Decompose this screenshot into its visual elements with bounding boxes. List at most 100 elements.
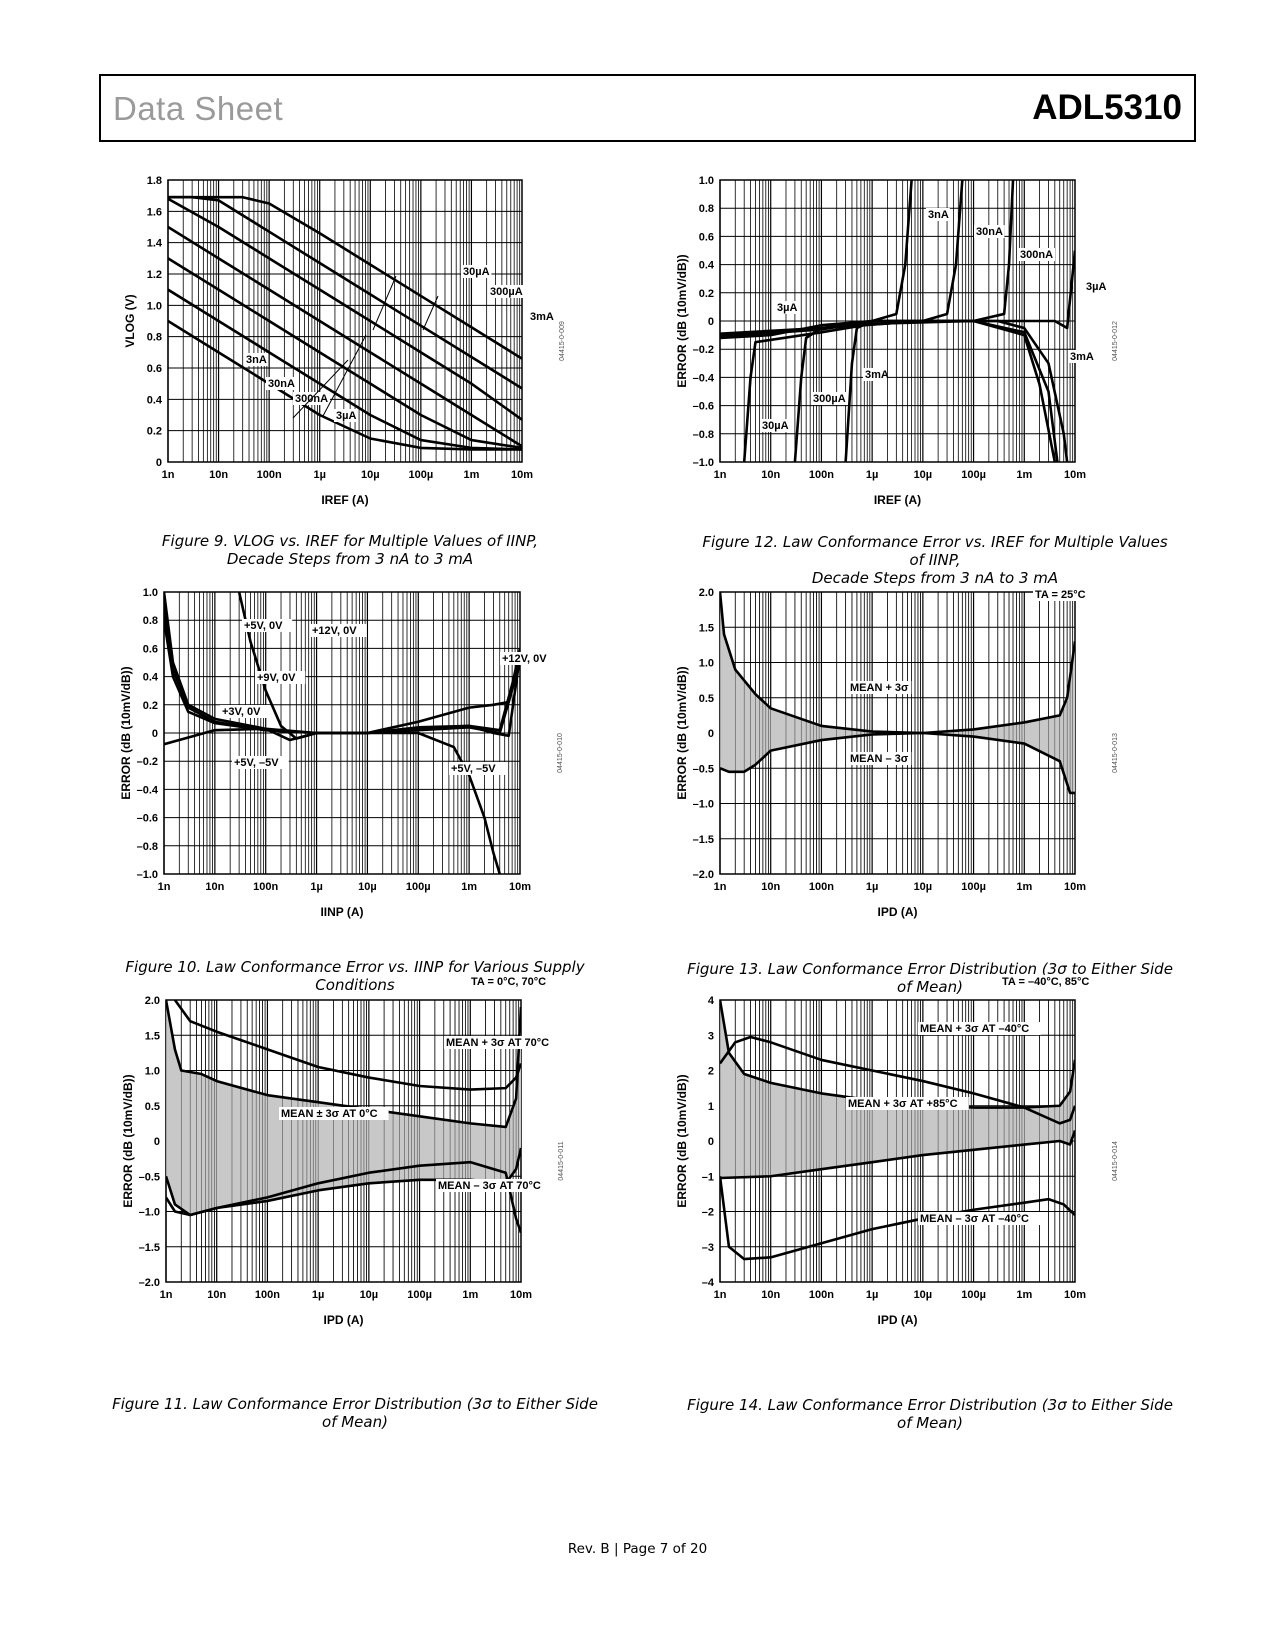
x-tick-label: 1m [462, 1289, 478, 1301]
annotation-label: 3nA [928, 209, 949, 221]
annotation-label: 30µA [762, 420, 789, 432]
page-footer: Rev. B | Page 7 of 20 [567, 1541, 708, 1557]
annotation-bg [334, 409, 358, 422]
y-axis-label: VLOG (V) [123, 294, 137, 347]
figure-10-chart: –1.0 –0.8 –0.6 –0.4 –0.2 0 0.2 0.4 0.6 0.8 1.0 1n 10… [108, 587, 588, 948]
y-tick-label: 0.8 [143, 615, 158, 627]
plot-frame [163, 591, 521, 875]
y-tick-label: 0.5 [145, 1101, 160, 1113]
figure-12-caption-line2: Decade Steps from 3 nA to 3 mA [811, 569, 1059, 587]
annotation-bg [918, 1212, 1041, 1225]
y-tick-label: –0.5 [693, 763, 714, 775]
figure-code: 04415-0-014 [1112, 1141, 1119, 1181]
y-tick-label: 4 [708, 995, 715, 1007]
y-tick-label: 1.2 [147, 269, 162, 281]
series-line [173, 1000, 521, 1091]
annotation-bg [279, 1107, 389, 1120]
annotation-label: 30nA [268, 378, 295, 390]
y-tick-label: 1.0 [147, 300, 162, 312]
y-tick-label: –0.4 [693, 372, 715, 384]
annotation-arrow [292, 359, 349, 419]
figure-14-chart: –4 –3 –2 –1 0 1 2 3 4 1n 10n 100n 1µ 10µ 100µ 1m 10m IPD … [675, 975, 1170, 1373]
fig14-svg: –4 –3 –2 –1 0 1 2 3 4 1n 10n 100n 1µ 10µ 100µ 1m 10m IPD … [675, 975, 1119, 1327]
annotation-arrow [322, 334, 367, 417]
figure-13-caption: Figure 13. Law Conformance Error Distrib… [680, 960, 1180, 996]
x-tick-label: 100n [255, 1289, 280, 1301]
x-tick-label: 1m [1016, 881, 1032, 893]
x-tick-label: 10µ [361, 469, 380, 481]
annotation-bg [775, 301, 799, 314]
y-tick-label: –0.5 [139, 1171, 160, 1183]
figure-14-caption: Figure 14. Law Conformance Error Distrib… [680, 1396, 1180, 1432]
figure-12-caption: Figure 12. Law Conformance Error vs. IRE… [700, 533, 1170, 587]
y-tick-label: –2 [702, 1207, 714, 1219]
annotation-bg [310, 624, 367, 637]
series-line [168, 197, 522, 421]
figure-11-chart: –2.0 –1.5 –1.0 –0.5 0 0.5 1.0 1.5 2.0 1n 10n 100n 1µ… [108, 975, 588, 1373]
annotation-bg [444, 1036, 561, 1049]
annotation-label: +5V, –5V [451, 763, 496, 775]
fig9-svg: 0 0.2 0.4 0.6 0.8 1.0 1.2 1.4 1.6 1.8 1n 10n 100n 1µ 1… [123, 175, 566, 507]
y-tick-label: 1.0 [699, 658, 714, 670]
x-tick-label: 10µ [360, 1289, 379, 1301]
y-tick-label: 0 [708, 1136, 714, 1148]
figure-9-chart: 0 0.2 0.4 0.6 0.8 1.0 1.2 1.4 1.6 1.8 1n 10n 100n 1µ 1… [108, 160, 588, 520]
y-tick-label: 0.2 [143, 700, 158, 712]
y-tick-label: 0.5 [699, 693, 714, 705]
y-tick-label: 1.4 [147, 238, 163, 250]
x-tick-label: 10n [205, 881, 224, 893]
annotation-label: MEAN + 3σ AT +85°C [848, 1098, 958, 1110]
annotation-label: 3µA [1086, 281, 1106, 293]
series-line [166, 1000, 521, 1129]
y-tick-label: 1.5 [699, 622, 714, 634]
y-tick-label: –0.6 [137, 813, 158, 825]
y-tick-label: 0 [708, 316, 714, 328]
annotation-bg [436, 1179, 553, 1192]
y-tick-label: 1 [708, 1101, 714, 1113]
y-tick-label: 0.4 [699, 260, 715, 272]
header-section-title: Data Sheet [113, 90, 284, 127]
x-tick-label: 100µ [961, 469, 986, 481]
annotation-label: 3mA [530, 311, 554, 323]
y-tick-label: 2 [708, 1066, 714, 1078]
annotation-bg [760, 419, 791, 432]
annotation-label: +9V, 0V [257, 672, 296, 684]
annotation-bg [266, 377, 297, 390]
x-tick-label: 1n [158, 881, 171, 893]
annotation-label: 300µA [813, 393, 846, 405]
series-line [168, 319, 522, 451]
x-tick-label: 10µ [914, 1289, 933, 1301]
annotation-label: MEAN + 3σ AT 70°C [446, 1037, 549, 1049]
x-tick-label: 10m [1064, 1289, 1086, 1301]
y-tick-label: 1.0 [143, 587, 158, 599]
y-tick-label: –0.2 [137, 756, 158, 768]
y-tick-label: –2.0 [693, 869, 714, 881]
series-line [742, 319, 1069, 462]
figure-13-caption-line1: Figure 13. Law Conformance Error Distrib… [687, 960, 1173, 996]
series-line [844, 319, 1057, 462]
x-tick-label: 10m [511, 469, 533, 481]
annotation-label: 30µA [463, 266, 490, 278]
y-axis-label: ERROR (dB (10mV/dB)) [119, 666, 133, 799]
series-line [168, 257, 522, 450]
x-tick-label: 10m [510, 1289, 532, 1301]
annotation-bg [255, 671, 306, 684]
series-line [720, 1035, 1075, 1125]
series-line [168, 195, 522, 360]
series-line [720, 180, 913, 340]
figure-code: 04415-0-012 [1112, 321, 1119, 361]
annotation-bg [1033, 588, 1097, 601]
x-tick-label: 1m [461, 881, 477, 893]
y-tick-label: 0.2 [699, 288, 714, 300]
y-tick-label: 0.2 [147, 426, 162, 438]
fig11-svg: –2.0 –1.5 –1.0 –0.5 0 0.5 1.0 1.5 2.0 1n 10n 100n 1µ… [121, 975, 566, 1327]
x-axis-label: IPD (A) [324, 1313, 364, 1327]
annotation-bg [974, 225, 1005, 238]
annotation-bg [469, 975, 566, 988]
x-tick-label: 1µ [866, 469, 878, 481]
annotation-label: 3mA [865, 369, 889, 381]
x-tick-label: 1m [1016, 1289, 1032, 1301]
series-line [720, 180, 1015, 337]
y-tick-label: 3 [708, 1030, 714, 1042]
y-axis-label: ERROR (dB (10mV/dB)) [675, 1074, 689, 1207]
